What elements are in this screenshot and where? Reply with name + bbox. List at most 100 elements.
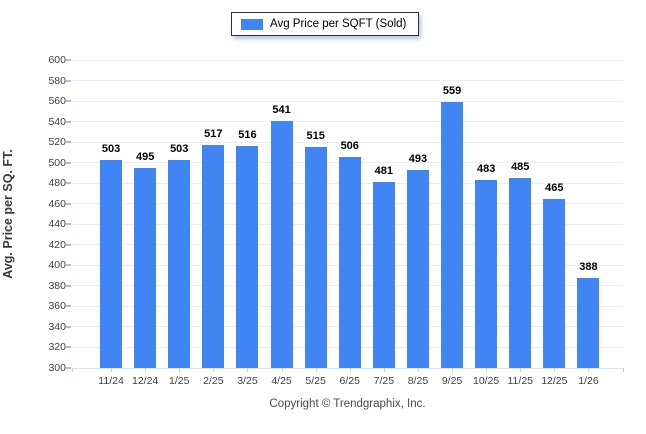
y-tick-icon xyxy=(66,264,71,267)
y-tick-icon xyxy=(66,161,71,164)
bar-value-label: 465 xyxy=(545,181,564,194)
bar-value-label: 517 xyxy=(204,128,223,141)
bar xyxy=(134,167,157,368)
bar-value-label: 483 xyxy=(476,163,496,176)
x-axis-tick xyxy=(111,368,113,372)
x-axis-edge-tick xyxy=(72,368,73,372)
bar xyxy=(406,169,429,368)
x-axis-tick xyxy=(281,368,283,372)
x-axis-tick xyxy=(452,368,454,372)
y-tick-label: 460 xyxy=(48,197,66,210)
y-tick-label: 400 xyxy=(48,259,66,272)
x-tick-label: 1/26 xyxy=(578,375,599,387)
y-tick-label: 440 xyxy=(48,218,66,231)
y-axis-title: Avg. Price per SQ. FT. xyxy=(1,149,15,279)
bar-value-label: 495 xyxy=(135,150,155,163)
gridline xyxy=(72,80,623,82)
x-tick-label: 12/25 xyxy=(541,375,568,387)
y-tick-icon xyxy=(66,243,71,246)
x-tick-label: 2/25 xyxy=(203,375,224,387)
x-tick-label: 8/25 xyxy=(407,375,429,387)
gridline xyxy=(72,141,623,143)
x-axis-tick xyxy=(588,368,590,372)
y-tick-icon xyxy=(66,120,71,123)
y-tick-label: 300 xyxy=(48,362,66,374)
y-tick-label: 500 xyxy=(48,156,66,169)
x-tick-label: 4/25 xyxy=(271,375,292,387)
y-tick-icon xyxy=(66,305,71,308)
bar xyxy=(270,120,293,368)
x-tick-label: 3/25 xyxy=(237,375,258,387)
x-tick-label: 10/25 xyxy=(473,375,500,387)
x-axis-tick xyxy=(349,368,351,372)
x-axis-tick xyxy=(179,368,181,372)
y-tick-label: 340 xyxy=(48,320,66,333)
x-axis-tick xyxy=(247,368,249,372)
y-tick-icon xyxy=(66,325,71,328)
x-tick-label: 11/25 xyxy=(507,375,534,387)
bar-value-label: 481 xyxy=(374,165,394,178)
bar xyxy=(168,159,191,368)
y-tick-icon xyxy=(66,346,71,349)
x-tick-label: 12/24 xyxy=(132,375,159,387)
y-tick-icon xyxy=(66,182,71,185)
bar xyxy=(372,182,395,368)
x-tick-label: 7/25 xyxy=(373,375,395,387)
bar xyxy=(304,147,327,368)
y-tick-label: 480 xyxy=(48,177,66,190)
x-axis-tick xyxy=(213,368,215,372)
bar xyxy=(475,180,498,368)
y-tick-label: 600 xyxy=(48,54,66,66)
y-tick-icon xyxy=(66,284,71,287)
bar-value-label: 493 xyxy=(408,152,428,165)
y-tick-icon xyxy=(66,59,71,61)
bar-value-label: 388 xyxy=(579,260,598,273)
bar xyxy=(236,146,259,368)
gridline xyxy=(72,100,623,102)
bar xyxy=(543,198,566,368)
bar xyxy=(509,178,532,368)
chart-legend: Avg Price per SQFT (Sold) xyxy=(231,12,420,36)
y-tick-label: 380 xyxy=(48,279,66,292)
bar-value-label: 541 xyxy=(272,103,291,116)
y-tick-label: 540 xyxy=(48,115,66,128)
y-tick-label: 320 xyxy=(48,341,66,354)
x-axis-tick xyxy=(383,368,385,372)
bar xyxy=(441,102,464,368)
y-tick-icon xyxy=(66,223,71,226)
y-tick-label: 520 xyxy=(48,136,66,149)
x-tick-label: 9/25 xyxy=(441,375,463,387)
y-tick-label: 580 xyxy=(48,74,66,87)
y-tick-icon xyxy=(66,141,71,144)
y-tick-icon xyxy=(66,100,71,103)
y-tick-label: 560 xyxy=(48,95,66,108)
bar xyxy=(577,277,600,368)
x-tick-label: 6/25 xyxy=(339,375,360,387)
gridline xyxy=(72,121,623,123)
bar-value-label: 506 xyxy=(340,139,359,152)
gridline xyxy=(72,59,623,61)
bar-value-label: 516 xyxy=(238,129,257,142)
bar-value-label: 485 xyxy=(511,161,530,174)
x-axis-edge-tick xyxy=(623,368,624,372)
y-tick-icon xyxy=(66,202,71,205)
x-axis-tick xyxy=(486,368,488,372)
y-tick-label: 420 xyxy=(48,238,66,251)
bar-value-label: 559 xyxy=(442,85,462,98)
legend-label: Avg Price per SQFT (Sold) xyxy=(270,18,407,30)
x-tick-label: 5/25 xyxy=(305,375,326,387)
x-tick-label: 1/25 xyxy=(169,375,190,387)
bar-value-label: 515 xyxy=(306,130,325,143)
copyright-text: Copyright © Trendgraphix, Inc. xyxy=(269,398,426,410)
x-axis-tick xyxy=(554,368,556,372)
x-axis-tick xyxy=(520,368,522,372)
y-tick-label: 360 xyxy=(48,300,66,313)
x-axis-tick xyxy=(417,368,419,372)
x-tick-label: 11/24 xyxy=(98,375,124,387)
bar xyxy=(100,159,123,368)
x-axis-tick xyxy=(145,368,147,372)
bar-value-label: 503 xyxy=(101,142,121,155)
y-tick-icon xyxy=(66,79,71,82)
x-axis-line xyxy=(72,367,623,369)
